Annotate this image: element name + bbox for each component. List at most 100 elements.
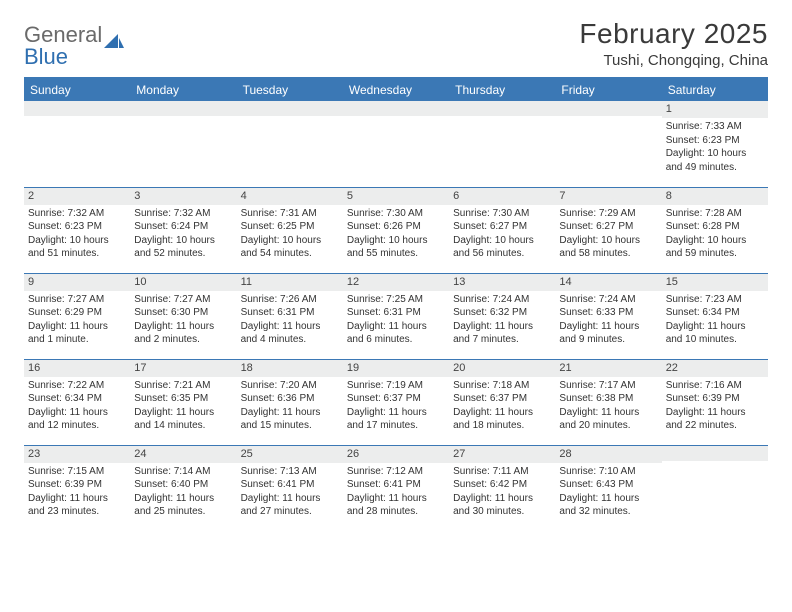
daylight-text: Daylight: 11 hours and 22 minutes.: [666, 406, 764, 433]
day-info: Sunrise: 7:30 AMSunset: 6:27 PMDaylight:…: [449, 205, 555, 265]
sunrise-text: Sunrise: 7:10 AM: [559, 465, 657, 479]
calendar-day: 21Sunrise: 7:17 AMSunset: 6:38 PMDayligh…: [555, 359, 661, 445]
calendar-day: 22Sunrise: 7:16 AMSunset: 6:39 PMDayligh…: [662, 359, 768, 445]
calendar-day: 9Sunrise: 7:27 AMSunset: 6:29 PMDaylight…: [24, 273, 130, 359]
sunset-text: Sunset: 6:32 PM: [453, 306, 551, 320]
calendar-day: [662, 445, 768, 531]
sunset-text: Sunset: 6:30 PM: [134, 306, 232, 320]
sunrise-text: Sunrise: 7:25 AM: [347, 293, 445, 307]
day-info: Sunrise: 7:24 AMSunset: 6:33 PMDaylight:…: [555, 291, 661, 351]
sunrise-text: Sunrise: 7:18 AM: [453, 379, 551, 393]
daylight-text: Daylight: 11 hours and 12 minutes.: [28, 406, 126, 433]
sunrise-text: Sunrise: 7:16 AM: [666, 379, 764, 393]
sunset-text: Sunset: 6:40 PM: [134, 478, 232, 492]
daylight-text: Daylight: 11 hours and 4 minutes.: [241, 320, 339, 347]
calendar-day: 23Sunrise: 7:15 AMSunset: 6:39 PMDayligh…: [24, 445, 130, 531]
day-number: 20: [449, 360, 555, 377]
sunrise-text: Sunrise: 7:33 AM: [666, 120, 764, 134]
day-number: [662, 446, 768, 461]
day-header-row: Sunday Monday Tuesday Wednesday Thursday…: [24, 79, 768, 101]
daylight-text: Daylight: 11 hours and 14 minutes.: [134, 406, 232, 433]
col-sunday: Sunday: [24, 79, 130, 101]
calendar-day: 16Sunrise: 7:22 AMSunset: 6:34 PMDayligh…: [24, 359, 130, 445]
daylight-text: Daylight: 11 hours and 6 minutes.: [347, 320, 445, 347]
day-number: [130, 101, 236, 116]
sunset-text: Sunset: 6:41 PM: [241, 478, 339, 492]
day-info: Sunrise: 7:32 AMSunset: 6:23 PMDaylight:…: [24, 205, 130, 265]
daylight-text: Daylight: 11 hours and 18 minutes.: [453, 406, 551, 433]
day-info: Sunrise: 7:15 AMSunset: 6:39 PMDaylight:…: [24, 463, 130, 523]
day-number: 3: [130, 188, 236, 205]
calendar-day: [24, 101, 130, 187]
day-info: Sunrise: 7:25 AMSunset: 6:31 PMDaylight:…: [343, 291, 449, 351]
daylight-text: Daylight: 11 hours and 20 minutes.: [559, 406, 657, 433]
day-info: Sunrise: 7:31 AMSunset: 6:25 PMDaylight:…: [237, 205, 343, 265]
sunrise-text: Sunrise: 7:30 AM: [347, 207, 445, 221]
sunset-text: Sunset: 6:23 PM: [666, 134, 764, 148]
daylight-text: Daylight: 10 hours and 56 minutes.: [453, 234, 551, 261]
day-number: 17: [130, 360, 236, 377]
calendar-day: 19Sunrise: 7:19 AMSunset: 6:37 PMDayligh…: [343, 359, 449, 445]
day-info: Sunrise: 7:18 AMSunset: 6:37 PMDaylight:…: [449, 377, 555, 437]
day-number: 24: [130, 446, 236, 463]
sunrise-text: Sunrise: 7:24 AM: [453, 293, 551, 307]
day-number: 7: [555, 188, 661, 205]
daylight-text: Daylight: 11 hours and 27 minutes.: [241, 492, 339, 519]
sunset-text: Sunset: 6:34 PM: [28, 392, 126, 406]
calendar-day: 27Sunrise: 7:11 AMSunset: 6:42 PMDayligh…: [449, 445, 555, 531]
daylight-text: Daylight: 10 hours and 59 minutes.: [666, 234, 764, 261]
sunset-text: Sunset: 6:36 PM: [241, 392, 339, 406]
page-title: February 2025: [579, 18, 768, 50]
day-number: [24, 101, 130, 116]
day-number: 25: [237, 446, 343, 463]
sunrise-text: Sunrise: 7:27 AM: [134, 293, 232, 307]
day-info: Sunrise: 7:27 AMSunset: 6:30 PMDaylight:…: [130, 291, 236, 351]
col-monday: Monday: [130, 79, 236, 101]
daylight-text: Daylight: 11 hours and 25 minutes.: [134, 492, 232, 519]
daylight-text: Daylight: 10 hours and 51 minutes.: [28, 234, 126, 261]
day-number: 10: [130, 274, 236, 291]
calendar-day: 15Sunrise: 7:23 AMSunset: 6:34 PMDayligh…: [662, 273, 768, 359]
sunset-text: Sunset: 6:25 PM: [241, 220, 339, 234]
calendar-week: 2Sunrise: 7:32 AMSunset: 6:23 PMDaylight…: [24, 187, 768, 273]
day-info: Sunrise: 7:22 AMSunset: 6:34 PMDaylight:…: [24, 377, 130, 437]
day-number: 28: [555, 446, 661, 463]
day-number: 2: [24, 188, 130, 205]
daylight-text: Daylight: 10 hours and 58 minutes.: [559, 234, 657, 261]
calendar-day: 28Sunrise: 7:10 AMSunset: 6:43 PMDayligh…: [555, 445, 661, 531]
day-info: Sunrise: 7:19 AMSunset: 6:37 PMDaylight:…: [343, 377, 449, 437]
sunrise-text: Sunrise: 7:13 AM: [241, 465, 339, 479]
day-info: Sunrise: 7:24 AMSunset: 6:32 PMDaylight:…: [449, 291, 555, 351]
calendar-day: 20Sunrise: 7:18 AMSunset: 6:37 PMDayligh…: [449, 359, 555, 445]
day-info: Sunrise: 7:29 AMSunset: 6:27 PMDaylight:…: [555, 205, 661, 265]
day-number: 13: [449, 274, 555, 291]
day-number: 8: [662, 188, 768, 205]
daylight-text: Daylight: 11 hours and 2 minutes.: [134, 320, 232, 347]
sunrise-text: Sunrise: 7:21 AM: [134, 379, 232, 393]
col-thursday: Thursday: [449, 79, 555, 101]
sunset-text: Sunset: 6:24 PM: [134, 220, 232, 234]
day-number: 27: [449, 446, 555, 463]
day-number: 19: [343, 360, 449, 377]
day-info: Sunrise: 7:14 AMSunset: 6:40 PMDaylight:…: [130, 463, 236, 523]
day-number: 22: [662, 360, 768, 377]
calendar-table: Sunday Monday Tuesday Wednesday Thursday…: [24, 79, 768, 531]
day-info: Sunrise: 7:23 AMSunset: 6:34 PMDaylight:…: [662, 291, 768, 351]
day-info: Sunrise: 7:20 AMSunset: 6:36 PMDaylight:…: [237, 377, 343, 437]
calendar-day: 24Sunrise: 7:14 AMSunset: 6:40 PMDayligh…: [130, 445, 236, 531]
sunrise-text: Sunrise: 7:17 AM: [559, 379, 657, 393]
sunset-text: Sunset: 6:31 PM: [241, 306, 339, 320]
calendar-day: [449, 101, 555, 187]
calendar-week: 16Sunrise: 7:22 AMSunset: 6:34 PMDayligh…: [24, 359, 768, 445]
sunrise-text: Sunrise: 7:26 AM: [241, 293, 339, 307]
calendar-day: 7Sunrise: 7:29 AMSunset: 6:27 PMDaylight…: [555, 187, 661, 273]
day-number: [343, 101, 449, 116]
day-number: 23: [24, 446, 130, 463]
daylight-text: Daylight: 10 hours and 49 minutes.: [666, 147, 764, 174]
sunset-text: Sunset: 6:43 PM: [559, 478, 657, 492]
sunset-text: Sunset: 6:27 PM: [453, 220, 551, 234]
calendar-day: 4Sunrise: 7:31 AMSunset: 6:25 PMDaylight…: [237, 187, 343, 273]
sunset-text: Sunset: 6:23 PM: [28, 220, 126, 234]
sunset-text: Sunset: 6:33 PM: [559, 306, 657, 320]
daylight-text: Daylight: 10 hours and 54 minutes.: [241, 234, 339, 261]
